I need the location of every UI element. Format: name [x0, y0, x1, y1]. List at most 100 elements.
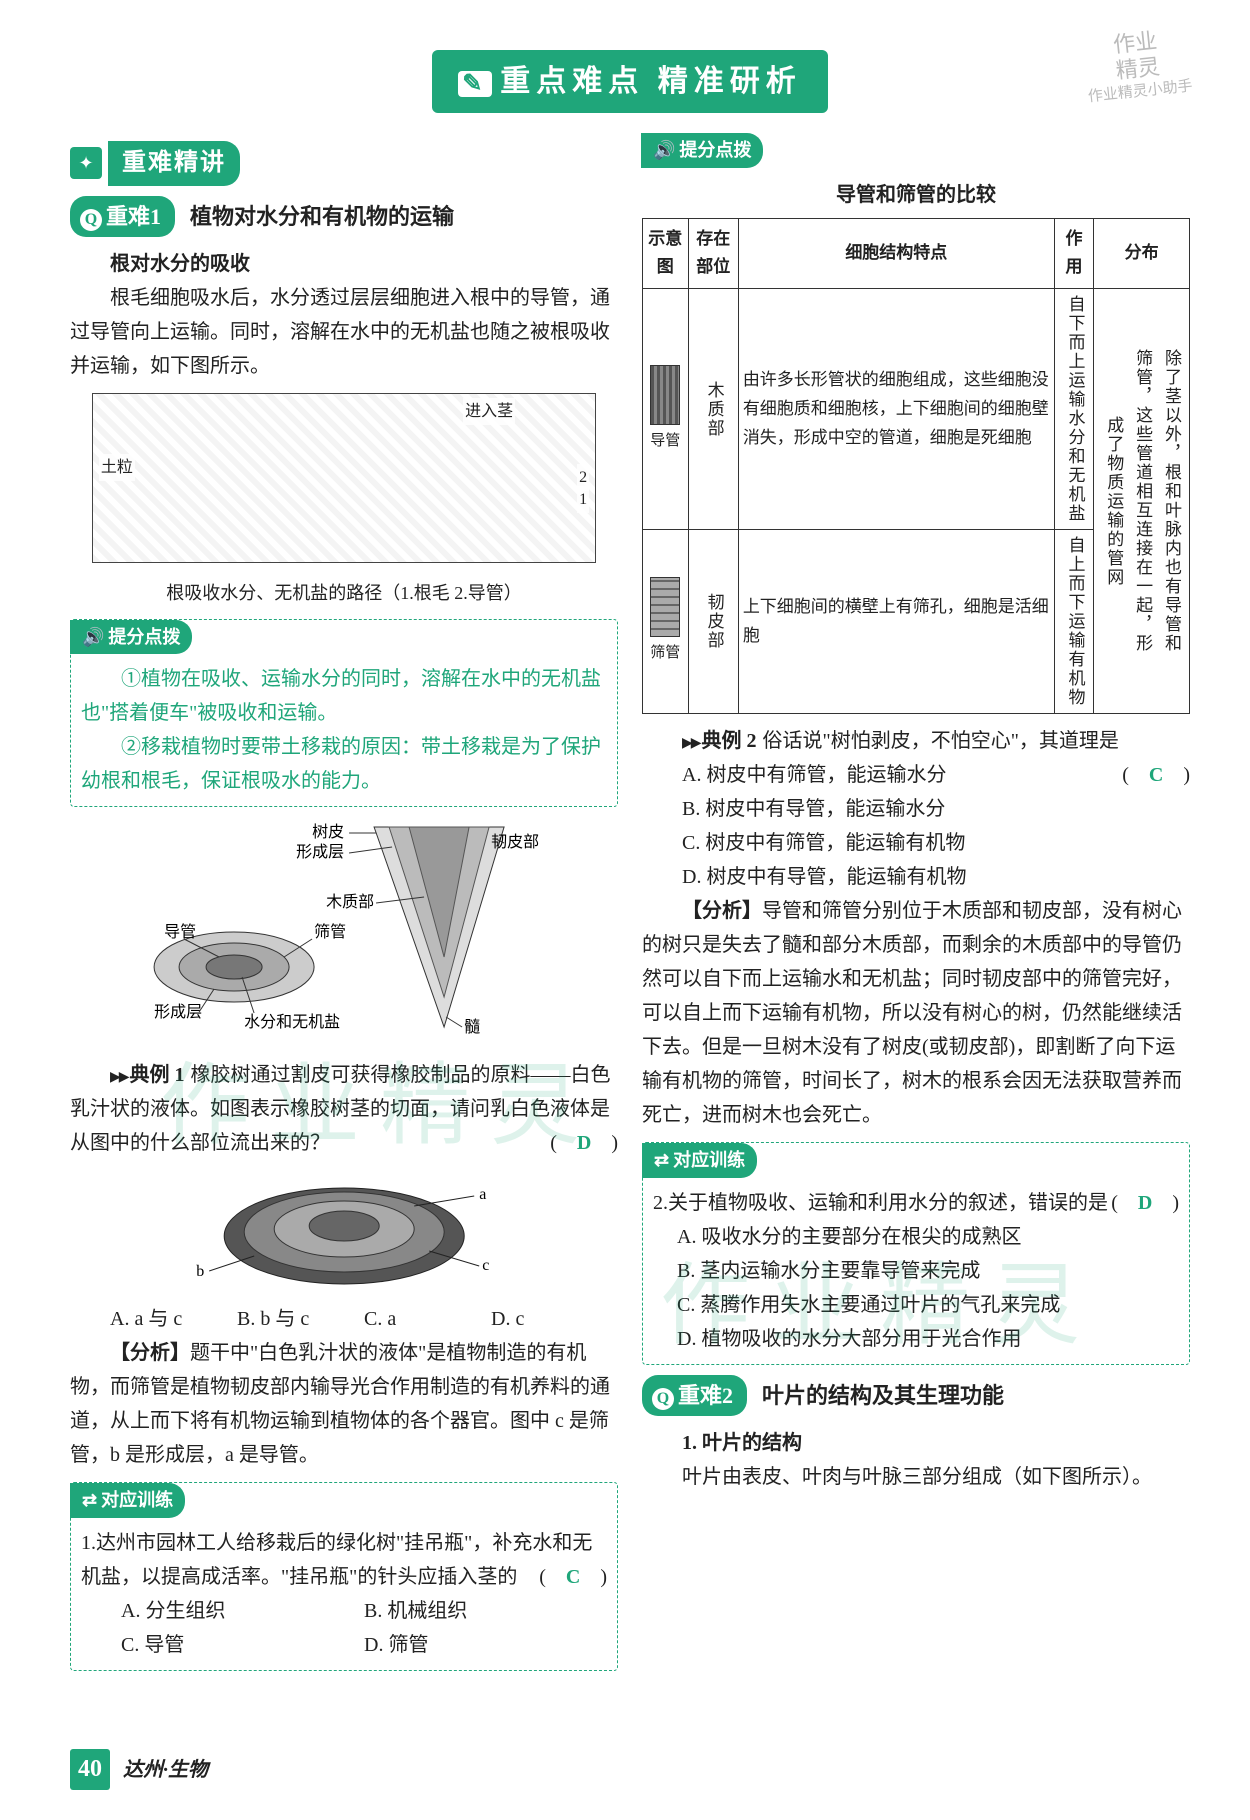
heavy2-pill: Q重难2 — [642, 1375, 747, 1416]
magnifier-icon-2: Q — [652, 1388, 674, 1410]
cell-sieve-loc: 韧皮部 — [688, 530, 738, 714]
ex2-stem-para: ▶▶典例 2俗话说"树怕剥皮，不怕空心"，其道理是 ( C ) — [642, 724, 1190, 758]
stem-svg: 树皮 形成层 韧皮部 木质部 髓 导管 筛管 — [92, 817, 596, 1037]
ex2-analysis-label: 【分析】 — [682, 900, 762, 922]
th-location: 存在部位 — [688, 218, 738, 289]
cell-sieve-struct: 上下细胞间的横壁上有筛孔，细胞是活细胞 — [738, 530, 1054, 714]
tip-box-1: 🔊提分点拨 ①植物在吸收、运输水分的同时，溶解在水中的无机盐也"搭着便车"被吸收… — [70, 619, 618, 808]
lbl-vessel: 导管 — [164, 923, 196, 941]
banner-text: 重点难点 精准研析 — [500, 65, 802, 98]
rubber-cross-figure: a b c — [125, 1166, 563, 1296]
train1-opt-a: A. 分生组织 — [121, 1594, 364, 1628]
banner-prefix-icon: ✎ — [458, 71, 492, 97]
cell-sieve-func: 自上而下运输有机物 — [1054, 530, 1093, 714]
train1-stem-p: 1.达州市园林工人给移栽后的绿化树"挂吊瓶"，补充水和无机盐，以提高成活率。"挂… — [81, 1526, 607, 1594]
lbl-cambium: 形成层 — [296, 843, 344, 861]
ex1-opt-a: A. a 与 c — [110, 1302, 237, 1336]
cross-c: c — [482, 1257, 489, 1274]
train1-options: A. 分生组织 B. 机械组织 C. 导管 D. 筛管 — [81, 1594, 607, 1662]
ex2-pre: ▶▶ — [682, 736, 700, 751]
tip1-head-text: 提分点拨 — [108, 627, 180, 647]
ex2-label: 典例 2 — [702, 730, 757, 752]
lbl-water: 水分和无机盐 — [244, 1013, 340, 1031]
speaker-icon-2: 🔊 — [653, 140, 675, 160]
lbl-xylem: 木质部 — [326, 893, 374, 911]
footer-text: 达州·生物 — [123, 1759, 208, 1781]
lbl-phloem: 韧皮部 — [491, 833, 539, 851]
train2-head: ⇄对应训练 — [642, 1143, 757, 1178]
train2-opt-d: D. 植物吸收的水分大部分用于光合作用 — [677, 1322, 1179, 1356]
root-figure-box: 土粒 进入茎 2 1 — [92, 393, 596, 563]
tip2-head-text: 提分点拨 — [679, 140, 751, 160]
ex1-opt-b: B. b 与 c — [237, 1302, 364, 1336]
cycle-icon-2: ⇄ — [654, 1150, 669, 1170]
right-column: 🔊提分点拨 导管和筛管的比较 示意图 存在部位 细胞结构特点 作用 分布 导管 … — [642, 133, 1190, 1681]
cell-vessel-loc: 木质部 — [688, 289, 738, 530]
train-box-2: ⇄对应训练 2.关于植物吸收、运输和利用水分的叙述，错误的是 ( D ) A. … — [642, 1142, 1190, 1365]
root-figure-caption: 根吸收水分、无机盐的路径（1.根毛 2.导管） — [70, 578, 618, 609]
heavy2-sub: 叶片的结构 — [702, 1432, 802, 1454]
page-number: 40 — [70, 1749, 110, 1790]
ex1-opt-d: D. c — [491, 1302, 618, 1336]
ex1-answer: D — [577, 1132, 591, 1154]
lbl-sieve: 筛管 — [314, 922, 346, 941]
sieve-img-label: 筛管 — [647, 641, 684, 667]
ex2-opt-b: B. 树皮中有导管，能运输水分 — [682, 792, 1190, 826]
cell-vessel-img: 导管 — [643, 289, 689, 530]
train1-qno: 1. — [81, 1532, 96, 1554]
ex2-answer: C — [1149, 764, 1163, 786]
sieve-mini-icon — [650, 577, 680, 637]
tip1-head: 🔊提分点拨 — [70, 620, 192, 655]
cell-vessel-func: 自下而上运输水分和无机盐 — [1054, 289, 1093, 530]
heavy1-para: 根毛细胞吸水后，水分透过层层细胞进入根中的导管，通过导管向上运输。同时，溶解在水… — [70, 281, 618, 383]
root-absorb-figure: 土粒 进入茎 2 1 根吸收水分、无机盐的路径（1.根毛 2.导管） — [70, 393, 618, 609]
heavy2-subtitle: 1. 叶片的结构 — [642, 1426, 1190, 1460]
speaker-icon: 🔊 — [82, 627, 104, 647]
train2-opt-c: C. 蒸腾作用失水主要通过叶片的气孔来完成 — [677, 1288, 1179, 1322]
heavy1-pill-text: 重难1 — [106, 204, 161, 229]
heavy2-title: 叶片的结构及其生理功能 — [762, 1383, 1004, 1408]
cross-b: b — [196, 1263, 204, 1280]
train2-opt-a: A. 吸收水分的主要部分在根尖的成熟区 — [677, 1220, 1179, 1254]
heavy2-sub-no: 1. — [682, 1432, 697, 1454]
ex1-label: 典例 1 — [130, 1064, 185, 1086]
vessel-img-label: 导管 — [647, 429, 684, 455]
cell-sieve-img: 筛管 — [643, 530, 689, 714]
section-heading-row: ✦ 重难精讲 — [70, 141, 618, 186]
train1-head: ⇄对应训练 — [70, 1483, 185, 1518]
stem-structure-figure: 树皮 形成层 韧皮部 木质部 髓 导管 筛管 — [70, 817, 618, 1048]
th-func: 作用 — [1054, 218, 1093, 289]
lbl-cambium2: 形成层 — [154, 1003, 202, 1021]
page-banner: ✎重点难点 精准研析 作业 精灵 作业精灵小助手 — [70, 50, 1190, 113]
lbl-bark: 树皮 — [312, 823, 344, 841]
train-box-1: ⇄对应训练 1.达州市园林工人给移栽后的绿化树"挂吊瓶"，补充水和无机盐，以提高… — [70, 1482, 618, 1671]
train1-opt-b: B. 机械组织 — [364, 1594, 607, 1628]
tip1-p2: ②移栽植物时要带土移栽的原因：带土移栽是为了保护幼根和根毛，保证根吸水的能力。 — [81, 730, 607, 798]
comparison-table: 示意图 存在部位 细胞结构特点 作用 分布 导管 木质部 由许多长形管状的细胞组… — [642, 218, 1190, 715]
train2-answer: D — [1138, 1192, 1152, 1214]
heavy1-subtitle: 根对水分的吸收 — [70, 247, 618, 281]
ex1-opt-c: C. a — [364, 1302, 491, 1336]
th-dist: 分布 — [1094, 218, 1190, 289]
ex2-stem: 俗话说"树怕剥皮，不怕空心"，其道理是 — [763, 730, 1119, 752]
fig-label-soil: 土粒 — [99, 454, 135, 481]
ex2-opt-d: D. 树皮中有导管，能运输有机物 — [682, 860, 1190, 894]
train2-stem-p: 2.关于植物吸收、运输和利用水分的叙述，错误的是 ( D ) — [653, 1186, 1179, 1220]
heavy2-pill-text: 重难2 — [678, 1383, 733, 1408]
corner-stamp: 作业 精灵 作业精灵小助手 — [1082, 25, 1194, 106]
cell-vessel-struct: 由许多长形管状的细胞组成，这些细胞没有细胞质和细胞核，上下细胞间的细胞壁消失，形… — [738, 289, 1054, 530]
fig-label-enter-stem: 进入茎 — [463, 398, 515, 425]
train2-stem: 关于植物吸收、运输和利用水分的叙述，错误的是 — [668, 1192, 1108, 1214]
train2-opt-b: B. 茎内运输水分主要靠导管来完成 — [677, 1254, 1179, 1288]
train1-stem: 达州市园林工人给移栽后的绿化树"挂吊瓶"，补充水和无机盐，以提高成活率。"挂吊瓶… — [81, 1532, 592, 1588]
ex2-analysis: 【分析】导管和筛管分别位于木质部和韧皮部，没有树心的树只是失去了髓和部分木质部，… — [642, 894, 1190, 1132]
ex2-analysis-text: 导管和筛管分别位于木质部和韧皮部，没有树心的树只是失去了髓和部分木质部，而剩余的… — [642, 900, 1182, 1126]
heavy1-row: Q重难1 植物对水分和有机物的运输 — [70, 196, 618, 237]
ex2-opt-c: C. 树皮中有筛管，能运输有机物 — [682, 826, 1190, 860]
heavy2-row: Q重难2 叶片的结构及其生理功能 — [642, 1375, 1190, 1416]
section-heading-icon: ✦ — [70, 147, 102, 179]
tip2-head: 🔊提分点拨 — [641, 133, 763, 168]
th-struct: 细胞结构特点 — [738, 218, 1054, 289]
train2-options: A. 吸收水分的主要部分在根尖的成熟区 B. 茎内运输水分主要靠导管来完成 C.… — [653, 1220, 1179, 1356]
vessel-mini-icon — [650, 365, 680, 425]
